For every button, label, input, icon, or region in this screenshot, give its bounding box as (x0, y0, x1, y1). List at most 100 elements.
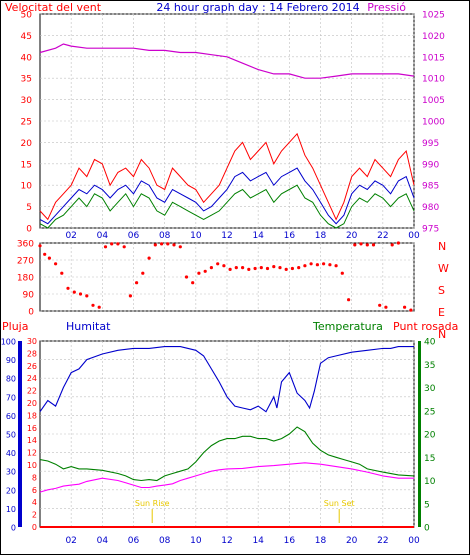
direction-point (222, 264, 226, 268)
rain-y-tick-label: 6 (32, 486, 37, 495)
humidity-y-tick-label: 60 (6, 412, 16, 421)
direction-y-tick-label: 0 (28, 308, 34, 318)
wind-axis-label: Velocitat del vent (5, 1, 102, 14)
wind-y-tick-label: 45 (21, 32, 32, 42)
wind-y-tick-label: 35 (21, 75, 32, 85)
direction-point (135, 281, 139, 285)
lower-x-tick-label: 20 (346, 536, 358, 546)
lower-x-tick-label: 12 (221, 536, 232, 546)
wind-y-tick-label: 10 (21, 182, 33, 192)
wind-y-tick-label: 30 (21, 96, 33, 106)
wind-y-tick-label: 20 (21, 139, 33, 149)
direction-point (184, 275, 189, 279)
direction-point (103, 245, 108, 249)
humidity-y-tick-label: 80 (6, 375, 16, 384)
wind-x-tick-label: 02 (65, 231, 76, 241)
temperature-y-tick-label: 0 (424, 524, 430, 534)
direction-point (166, 242, 170, 246)
lower-series-dewpoint (39, 462, 414, 493)
compass-label-w: W (438, 262, 449, 275)
direction-point (378, 303, 382, 307)
wind-series-gust (39, 132, 415, 221)
wind-x-tick-label: 06 (128, 231, 140, 241)
rain-y-tick-label: 14 (27, 436, 37, 445)
humidity-axis-label: Humitat (66, 320, 111, 333)
wind-x-tick-label: 22 (377, 231, 388, 241)
temperature-y-tick-label: 25 (424, 407, 435, 417)
pressure-y-tick-label: 980 (422, 203, 439, 213)
direction-point (322, 262, 326, 266)
direction-point (309, 262, 313, 266)
pressure-y-tick-label: 975 (422, 225, 439, 235)
direction-point (91, 303, 95, 307)
compass-label-n-top: N (438, 240, 446, 253)
direction-point (278, 266, 282, 270)
direction-point (303, 264, 307, 268)
humidity-y-tick-label: 40 (6, 449, 16, 458)
humidity-y-tick-label: 50 (6, 431, 16, 440)
compass-label-n-bottom: N (438, 328, 446, 341)
direction-point (253, 266, 257, 271)
rain-axis-label: Pluja (2, 320, 28, 333)
humidity-y-tick-label: 70 (6, 393, 16, 402)
dewpoint-axis-label: Punt rosada (393, 320, 458, 333)
humidity-y-tick-label: 30 (6, 468, 16, 477)
rain-y-tick-label: 30 (27, 337, 37, 346)
direction-point (172, 243, 176, 247)
direction-point (216, 262, 220, 266)
wind-y-tick-label: 40 (21, 53, 33, 63)
direction-point (247, 267, 251, 271)
wind-plot-frame (39, 13, 415, 229)
direction-point (160, 242, 164, 246)
temperature-y-tick-label: 35 (424, 361, 435, 371)
direction-point (234, 266, 238, 270)
direction-point (396, 241, 400, 245)
lower-x-tick-label: 06 (128, 536, 140, 546)
pressure-axis-label: Pressió (367, 1, 406, 14)
direction-point (409, 308, 413, 312)
temperature-axis-bar (418, 341, 421, 527)
direction-point (116, 242, 120, 246)
humidity-y-tick-label: 20 (6, 486, 16, 495)
wind-x-tick-label: 00 (408, 231, 420, 241)
direction-point (365, 243, 369, 247)
humidity-y-tick-label: 10 (6, 505, 16, 514)
pressure-y-tick-label: 1005 (422, 96, 445, 106)
wind-y-tick-label: 0 (26, 225, 32, 235)
lower-x-tick-label: 02 (65, 536, 76, 546)
wind-y-tick-label: 5 (26, 203, 32, 213)
direction-point (54, 262, 58, 266)
direction-point (85, 294, 89, 298)
humidity-axis-bar (18, 341, 22, 527)
temperature-y-tick-label: 40 (424, 338, 436, 348)
lower-x-tick-label: 10 (190, 536, 202, 546)
temperature-y-tick-label: 10 (424, 477, 436, 487)
direction-y-tick-label: 360 (17, 240, 34, 250)
direction-point (347, 298, 351, 302)
compass-label-e: E (438, 306, 445, 319)
temperature-axis-label: Temperatura (312, 320, 383, 333)
lower-series-temperature (39, 426, 415, 482)
rain-y-tick-label: 12 (27, 449, 37, 458)
direction-point (384, 305, 388, 309)
pressure-y-tick-label: 1010 (422, 75, 445, 85)
lower-x-tick-label: 14 (252, 536, 264, 546)
wind-x-tick-label: 10 (190, 231, 202, 241)
pressure-y-tick-label: 1015 (422, 53, 445, 63)
lower-series-humidity (39, 346, 414, 413)
compass-label-s: S (438, 284, 445, 297)
pressure-y-tick-label: 990 (422, 160, 439, 170)
direction-point (297, 266, 301, 270)
wind-x-tick-label: 18 (315, 231, 327, 241)
wind-x-tick-label: 08 (159, 231, 171, 241)
direction-point (328, 263, 332, 267)
pressure-y-tick-label: 995 (422, 139, 439, 149)
direction-point (265, 266, 270, 271)
wind-series-green (39, 184, 415, 229)
direction-point (191, 281, 195, 285)
wind-x-tick-label: 16 (284, 231, 296, 241)
direction-point (353, 243, 357, 247)
rain-y-tick-label: 18 (27, 411, 37, 420)
direction-point (284, 267, 288, 271)
